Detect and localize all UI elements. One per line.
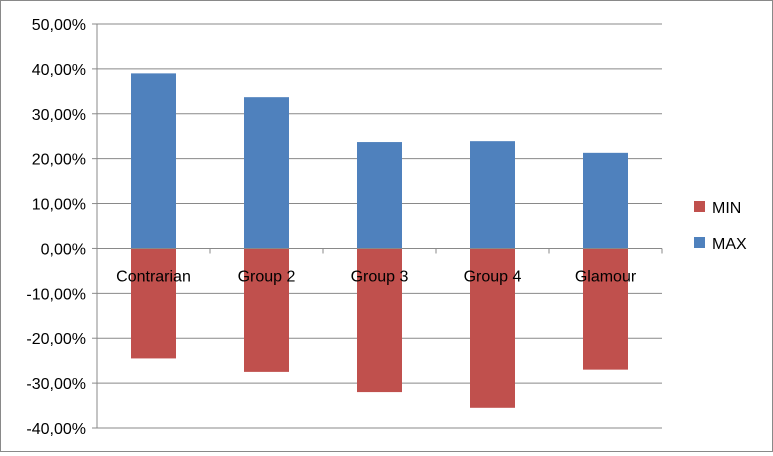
y-tick-label: 40,00% <box>32 62 86 79</box>
y-tick-label: 20,00% <box>32 152 86 169</box>
x-tick-label: Contrarian <box>116 268 191 285</box>
y-tick-labels: 50,00% 40,00% 30,00% 20,00% 10,00% 0,00% -10,0… <box>26 17 86 438</box>
bar-max <box>131 73 176 249</box>
x-tick-label: Group 2 <box>238 268 296 285</box>
legend-swatch-max <box>694 237 705 248</box>
y-tick-label: -10,00% <box>26 286 86 303</box>
bar-max <box>357 142 402 249</box>
bar-max <box>583 152 628 249</box>
bars <box>131 73 628 408</box>
y-tick-label: 50,00% <box>32 17 86 34</box>
y-tick-label: -40,00% <box>26 421 86 438</box>
legend: MIN MAX <box>694 200 747 253</box>
bar-min <box>583 248 628 370</box>
x-tick-labels: Contrarian Group 2 Group 3 Group 4 Glamour <box>116 268 637 285</box>
y-tick-label: 0,00% <box>41 241 86 258</box>
y-tick-label: 10,00% <box>32 197 86 214</box>
y-tick-label: 30,00% <box>32 107 86 124</box>
bar-min <box>131 248 176 359</box>
x-tick-label: Glamour <box>575 268 637 285</box>
legend-label-max: MAX <box>712 236 747 253</box>
x-tick-label: Group 3 <box>351 268 409 285</box>
bar-min <box>244 248 289 372</box>
y-tick-label: -20,00% <box>26 331 86 348</box>
legend-swatch-min <box>694 201 705 212</box>
legend-label-min: MIN <box>712 200 741 217</box>
y-tick-label: -30,00% <box>26 376 86 393</box>
bar-min <box>357 248 402 393</box>
bar-max <box>470 141 515 249</box>
x-tick-label: Group 4 <box>464 268 522 285</box>
bar-max <box>244 97 289 249</box>
bar-min <box>470 248 515 408</box>
axes <box>92 23 663 429</box>
